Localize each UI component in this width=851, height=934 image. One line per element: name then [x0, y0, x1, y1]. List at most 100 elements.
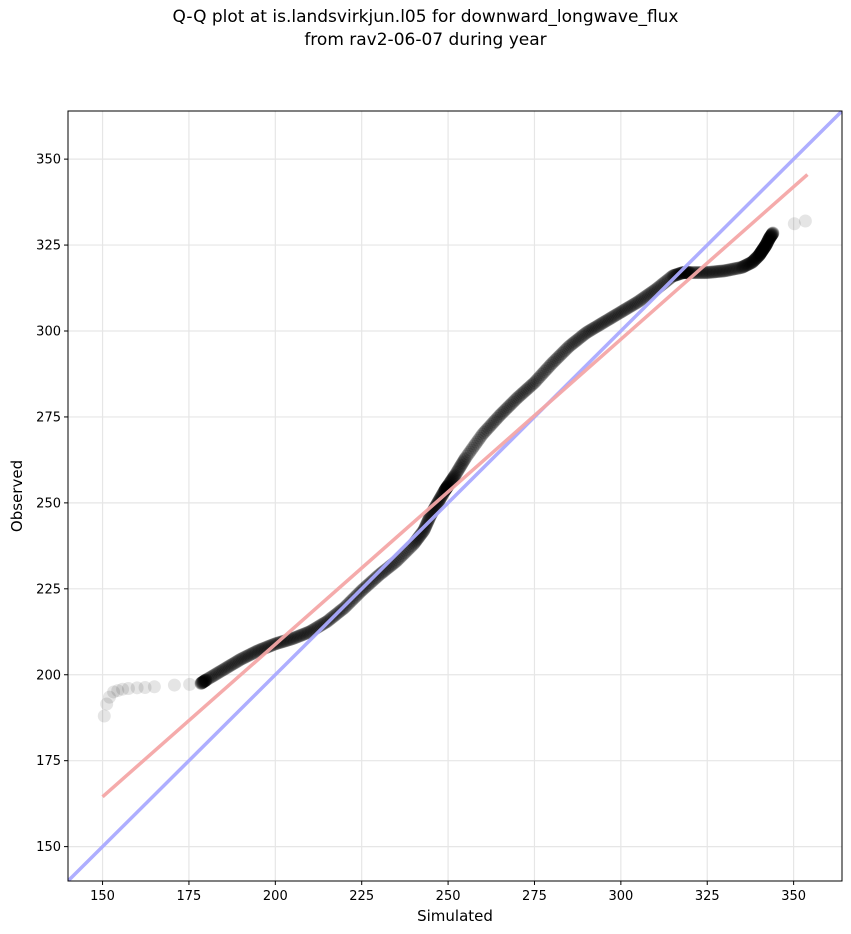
quantile-point	[240, 649, 254, 663]
quantile-point	[234, 652, 248, 666]
x-tick-label: 300	[608, 889, 633, 904]
quantile-point	[693, 266, 707, 280]
quantile-point	[197, 674, 211, 688]
quantile-point	[761, 233, 775, 247]
quantile-point	[263, 639, 277, 653]
quantile-point	[591, 319, 605, 333]
quantile-point	[197, 675, 211, 689]
quantile-point	[202, 671, 216, 685]
quantile-point	[760, 237, 774, 251]
quantile-point	[728, 262, 742, 276]
tail-point	[147, 680, 161, 694]
quantile-point	[638, 290, 652, 304]
quantile-point	[620, 302, 634, 316]
tail-point	[100, 697, 114, 711]
tail-point	[116, 682, 130, 696]
quantile-point	[719, 264, 733, 278]
quantile-point	[705, 265, 719, 279]
quantile-point	[430, 498, 444, 512]
quantile-point	[449, 467, 463, 481]
quantile-point	[479, 424, 493, 438]
quantile-point	[235, 652, 249, 666]
quantile-point	[294, 628, 308, 642]
quantile-point	[754, 245, 768, 259]
quantile-point	[569, 334, 583, 348]
grid	[68, 111, 842, 881]
quantile-point	[199, 673, 213, 687]
quantile-point	[764, 228, 778, 242]
quantile-point	[766, 226, 780, 240]
quantile-point	[237, 651, 251, 665]
quantile-point	[314, 618, 328, 632]
quantile-point	[523, 379, 537, 393]
quantile-point	[764, 229, 778, 243]
quantile-point	[436, 486, 450, 500]
quantile-point	[730, 261, 744, 275]
quantile-point	[512, 390, 526, 404]
quantile-point	[582, 324, 596, 338]
quantile-point	[667, 269, 681, 283]
quantile-point	[744, 256, 758, 270]
quantile-point	[476, 427, 490, 441]
tail-point	[138, 680, 152, 694]
quantile-point	[608, 309, 622, 323]
quantile-point	[759, 238, 773, 252]
quantile-point	[765, 227, 779, 241]
quantile-point	[496, 405, 510, 419]
quantile-point	[368, 572, 382, 586]
identity-line	[68, 111, 842, 881]
y-axis-label: Observed	[8, 460, 26, 532]
quantile-point	[242, 648, 256, 662]
tail-point	[130, 681, 144, 695]
quantile-point	[538, 365, 552, 379]
quantile-point	[718, 264, 732, 278]
quantile-point	[486, 416, 500, 430]
quantile-point	[625, 298, 639, 312]
quantile-point	[297, 627, 311, 641]
y-tick-label: 150	[36, 840, 61, 855]
quantile-point	[194, 676, 208, 690]
quantile-point	[542, 360, 556, 374]
quantile-point	[712, 264, 726, 278]
quantile-point	[757, 241, 771, 255]
quantile-point	[641, 288, 655, 302]
quantile-point	[241, 649, 255, 663]
quantile-point	[274, 635, 288, 649]
quantile-point	[447, 470, 461, 484]
quantile-point	[758, 239, 772, 253]
quantile-point	[490, 411, 504, 425]
quantile-point	[500, 401, 514, 415]
quantile-point	[716, 264, 730, 278]
quantile-point	[317, 616, 331, 630]
quantile-point	[363, 576, 377, 590]
quantile-point	[737, 259, 751, 273]
quantile-point	[587, 321, 601, 335]
quantile-point	[637, 291, 651, 305]
y-tick-label: 350	[36, 153, 61, 168]
quantile-point	[415, 526, 429, 540]
quantile-point	[372, 568, 386, 582]
quantile-point	[757, 242, 771, 255]
quantile-point	[742, 257, 756, 271]
quantile-point	[574, 330, 588, 344]
tail-point	[102, 690, 116, 704]
quantile-point	[300, 626, 314, 640]
x-tick-label: 175	[177, 889, 202, 904]
plot-frame	[67, 110, 843, 882]
quantile-point	[509, 392, 523, 406]
quantile-point	[423, 510, 437, 524]
quantile-point	[477, 426, 491, 440]
quantile-point	[284, 632, 298, 646]
quantile-point	[447, 469, 461, 483]
quantile-point	[526, 377, 540, 391]
quantile-point	[754, 246, 768, 260]
quantile-point	[422, 512, 436, 526]
quantile-point	[461, 447, 475, 461]
quantile-point	[610, 308, 624, 322]
y-tick-label: 175	[36, 754, 61, 769]
quantile-point	[592, 318, 606, 332]
tail-point	[97, 709, 111, 723]
data-points	[97, 214, 812, 723]
quantile-point	[675, 266, 689, 280]
